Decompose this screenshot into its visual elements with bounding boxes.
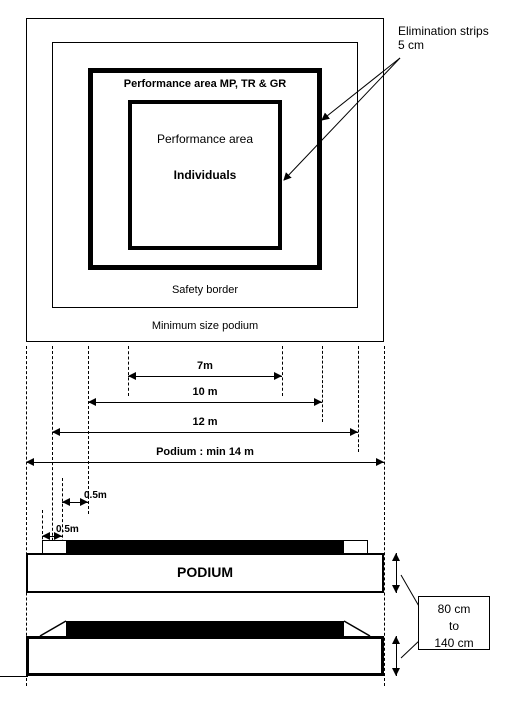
dim-05m-label-2: 0.5m	[56, 524, 96, 535]
arrow-icon	[392, 585, 400, 593]
inner-perf-label-2: Individuals	[134, 168, 276, 182]
safety-border-label: Safety border	[52, 284, 358, 296]
guide-line	[384, 346, 385, 686]
dim-10m-line	[88, 402, 322, 403]
guide-line	[322, 346, 323, 422]
dim-14m-label: Podium : min 14 m	[26, 446, 384, 458]
arrow-icon	[128, 372, 136, 380]
dim-14m-line	[26, 462, 384, 463]
arrow-icon	[52, 428, 60, 436]
side-view-2-mat	[66, 621, 344, 637]
arrow-icon	[62, 498, 70, 506]
arrow-icon	[392, 668, 400, 676]
podium-label: Minimum size podium	[26, 320, 384, 332]
arrow-icon	[392, 553, 400, 561]
outer-perf-label: Performance area MP, TR & GR	[94, 78, 316, 90]
side-view-1-mat	[66, 540, 344, 554]
guide-line	[26, 346, 27, 686]
arrow-icon	[350, 428, 358, 436]
arrow-icon	[42, 532, 50, 540]
dim-7m-label: 7m	[128, 360, 282, 372]
arrow-icon	[26, 458, 34, 466]
dim-7m-line	[128, 376, 282, 377]
side-view-2-podium	[26, 636, 384, 676]
guide-line	[88, 346, 89, 514]
height-note-line1: 80 cm	[438, 602, 471, 616]
height-note-line3: 140 cm	[434, 636, 473, 650]
dim-05m-label-1: 0.5m	[84, 490, 124, 501]
elimination-strips-label: Elimination strips 5 cm	[398, 24, 498, 53]
arrow-icon	[376, 458, 384, 466]
arrow-icon	[392, 636, 400, 644]
arrow-icon	[314, 398, 322, 406]
side-view-1-label: PODIUM	[26, 564, 384, 580]
guide-line	[358, 346, 359, 452]
height-note-box: 80 cm to 140 cm	[418, 596, 490, 650]
height-note-line2: to	[449, 619, 459, 633]
dim-12m-line	[52, 432, 358, 433]
dim-12m-label: 12 m	[52, 416, 358, 428]
podium-diagram: Performance area MP, TR & GR Performance…	[0, 0, 512, 707]
ground-line	[0, 676, 28, 677]
dim-10m-label: 10 m	[88, 386, 322, 398]
arrow-icon	[88, 398, 96, 406]
arrow-icon	[274, 372, 282, 380]
inner-perf-label-1: Performance area	[134, 132, 276, 146]
